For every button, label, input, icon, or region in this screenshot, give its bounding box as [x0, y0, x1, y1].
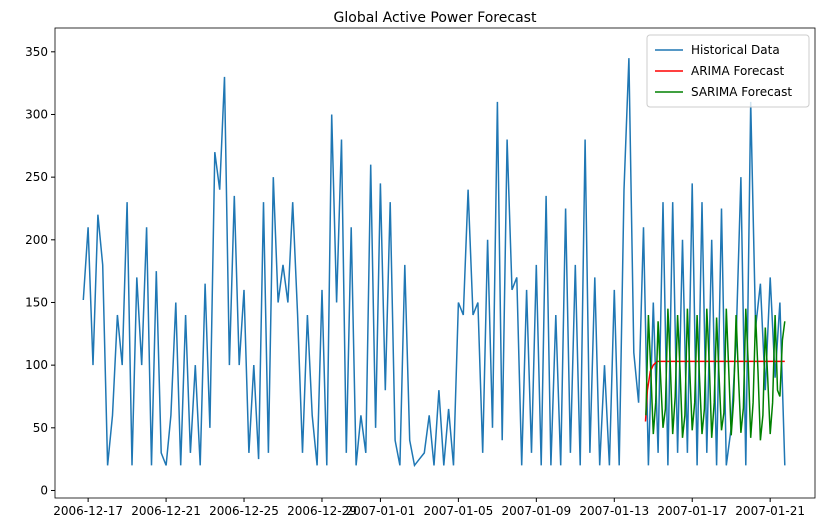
x-tick-label: 2006-12-25 — [209, 504, 279, 518]
y-tick-label: 100 — [25, 358, 48, 372]
legend-label: Historical Data — [691, 43, 780, 57]
y-tick-label: 350 — [25, 45, 48, 59]
y-tick-label: 0 — [40, 483, 48, 497]
x-tick-label: 2007-01-01 — [346, 504, 416, 518]
y-tick-label: 50 — [33, 421, 48, 435]
axes-frame — [54, 27, 816, 499]
plot-area — [82, 58, 786, 468]
x-tick-label: 2007-01-21 — [735, 504, 805, 518]
legend-label: ARIMA Forecast — [691, 64, 785, 78]
x-tick-label: 2007-01-05 — [424, 504, 494, 518]
x-tick-label: 2006-12-17 — [53, 504, 123, 518]
x-tick-label: 2007-01-13 — [579, 504, 649, 518]
series-line — [645, 308, 786, 441]
x-tick-label: 2006-12-21 — [131, 504, 201, 518]
y-tick-label: 300 — [25, 107, 48, 121]
y-tick-label: 200 — [25, 233, 48, 247]
legend-label: SARIMA Forecast — [691, 85, 792, 99]
x-tick-label: 2007-01-09 — [501, 504, 571, 518]
x-tick-label: 2006-12-29 — [287, 504, 357, 518]
series-line — [82, 58, 786, 468]
y-tick-label: 250 — [25, 170, 48, 184]
x-tick-label: 2007-01-17 — [657, 504, 727, 518]
legend-box — [646, 34, 810, 108]
chart-title: Global Active Power Forecast — [334, 10, 537, 26]
y-tick-label: 150 — [25, 295, 48, 309]
